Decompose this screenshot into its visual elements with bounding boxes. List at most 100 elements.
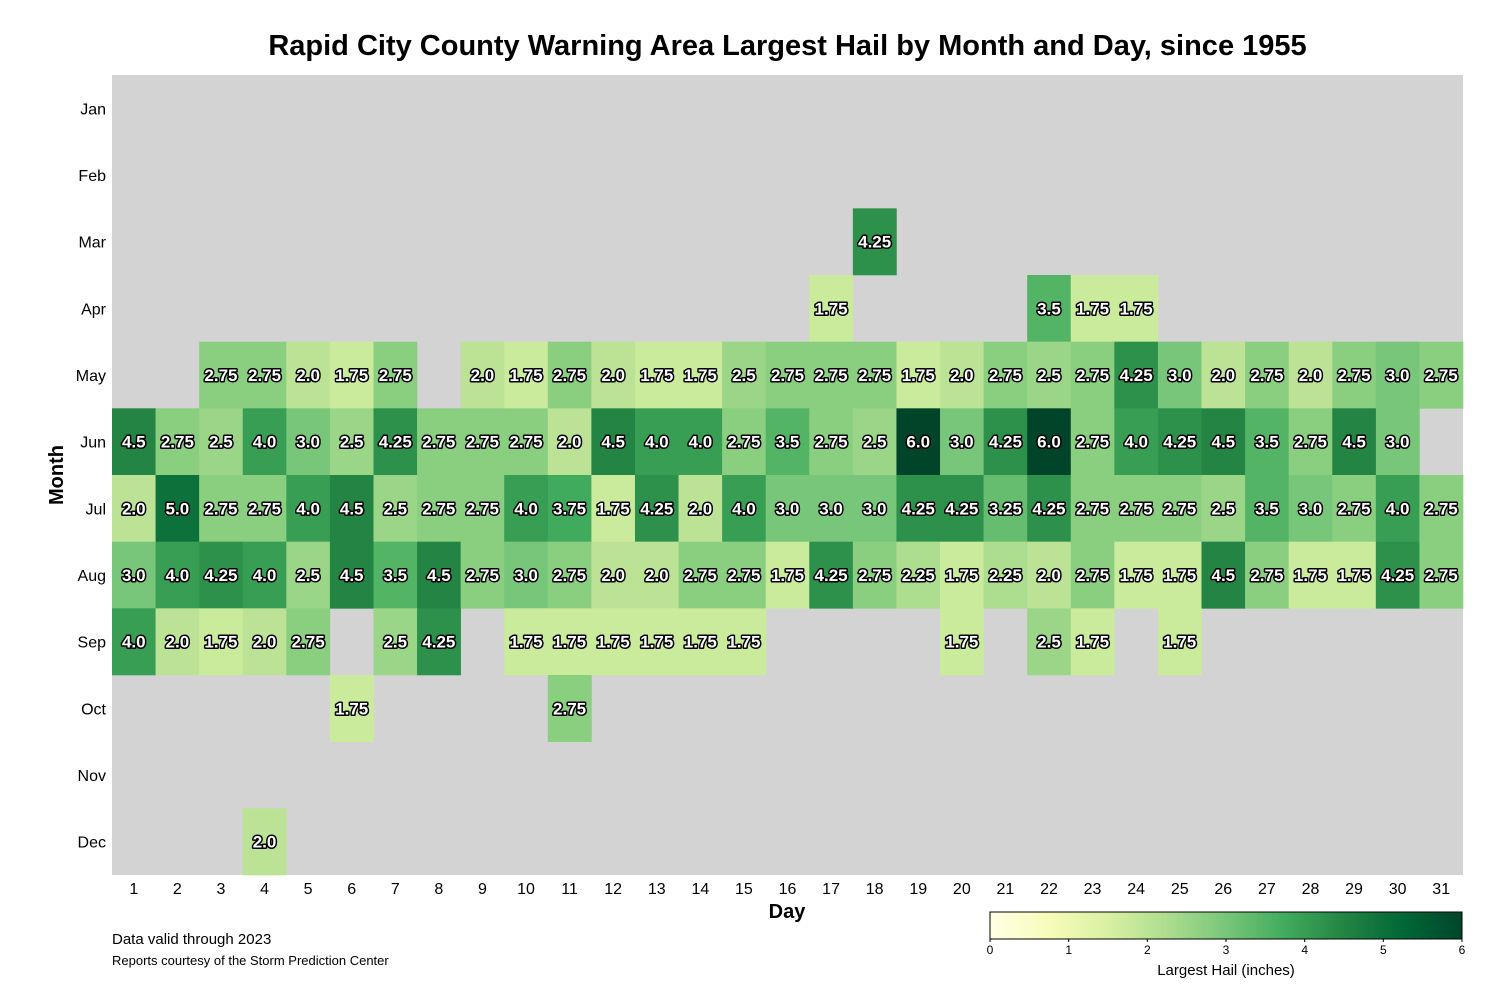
cell-value-label: 1.75	[1076, 299, 1109, 318]
y-tick-label: Oct	[81, 701, 106, 718]
heatmap-cell-jul-13	[634, 475, 679, 542]
heatmap-cell-jul-23	[1070, 475, 1115, 542]
cell-value-label: 4.25	[815, 566, 848, 585]
heatmap-cell-jun-29	[1332, 408, 1377, 476]
heatmap-cell-jul-28	[1288, 475, 1333, 542]
heatmap-cell-jun-2	[155, 408, 200, 476]
heatmap-cell-aug-21	[983, 541, 1028, 609]
heatmap-cell-jul-4	[242, 475, 287, 542]
heatmap-cell-may-22	[1027, 341, 1072, 409]
cell-value-label: 4.5	[122, 433, 146, 452]
y-tick-label: Jul	[86, 501, 106, 518]
heatmap-cell-jul-9	[460, 475, 505, 542]
heatmap-cell-may-24	[1114, 341, 1159, 409]
cell-value-label: 1.75	[335, 366, 368, 385]
x-tick-label: 24	[1127, 881, 1145, 898]
heatmap-cell-jul-22	[1027, 475, 1072, 542]
heatmap-cell-aug-8	[417, 541, 461, 609]
cell-value-label: 3.0	[819, 499, 843, 518]
heatmap-cell-jun-27	[1245, 408, 1289, 476]
heatmap-cell-sep-5	[286, 608, 331, 676]
cell-value-label: 2.0	[601, 566, 625, 585]
cell-value-label: 1.75	[509, 633, 542, 652]
cell-value-label: 1.75	[945, 633, 978, 652]
heatmap-cell-jun-18	[852, 408, 897, 476]
heatmap-cell-aug-15	[722, 541, 767, 609]
cell-value-label: 4.0	[296, 499, 320, 518]
cell-value-label: 2.75	[1076, 433, 1109, 452]
cell-value-label: 4.25	[204, 566, 237, 585]
colorbar-gradient	[989, 911, 1463, 940]
x-tick-label: 26	[1214, 881, 1232, 898]
cell-value-label: 1.75	[509, 366, 542, 385]
heatmap-cell-apr-17	[809, 275, 854, 342]
heatmap-cell-jun-9	[460, 408, 505, 476]
cell-value-label: 4.25	[640, 499, 673, 518]
heatmap-cell-jun-20	[940, 408, 984, 476]
cell-value-label: 4.25	[379, 433, 412, 452]
heatmap-cell-may-14	[678, 341, 723, 409]
cell-value-label: 2.75	[553, 699, 586, 718]
cell-value-label: 1.75	[945, 566, 978, 585]
colorbar-tick-label: 3	[1223, 943, 1230, 957]
heatmap-cell-aug-16	[765, 541, 810, 609]
cell-value-label: 2.75	[1425, 566, 1458, 585]
heatmap-cell-jul-15	[722, 475, 767, 542]
cell-value-label: 2.75	[727, 566, 760, 585]
heatmap-cell-aug-10	[504, 541, 549, 609]
cell-value-label: 6.0	[1037, 433, 1061, 452]
x-axis-ticks: 1 2 3 4 5 6 7 8 9 10 11 12 13 14 15 16 17 18 19 20 21 22 23 24 2…	[129, 881, 1450, 898]
heatmap-cell-sep-2	[155, 608, 200, 676]
cell-value-label: 1.75	[640, 633, 673, 652]
heatmap-cell-may-29	[1332, 341, 1377, 409]
heatmap-cell-jul-5	[286, 475, 331, 542]
cell-value-label: 2.75	[1425, 499, 1458, 518]
y-tick-label: May	[76, 368, 106, 385]
cell-value-label: 2.0	[253, 833, 277, 852]
x-tick-label: 21	[997, 881, 1015, 898]
y-tick-label: Aug	[78, 568, 106, 585]
heatmap-cell-aug-19	[896, 541, 941, 609]
heatmap-cell-jun-1	[112, 408, 156, 476]
cell-value-label: 2.75	[684, 566, 717, 585]
heatmap-cell-jul-12	[591, 475, 636, 542]
x-tick-label: 7	[391, 881, 400, 898]
cell-value-label: 4.25	[858, 233, 891, 252]
heatmap-cell-may-9	[460, 341, 505, 409]
heatmap-cell-may-3	[199, 341, 244, 409]
heatmap-cell-may-20	[940, 341, 984, 409]
heatmap-cell-aug-13	[634, 541, 679, 609]
cell-value-label: 2.75	[466, 566, 499, 585]
x-tick-label: 5	[304, 881, 313, 898]
heatmap-cell-aug-22	[1027, 541, 1072, 609]
cell-value-label: 2.75	[553, 566, 586, 585]
heatmap-cell-may-25	[1157, 341, 1202, 409]
heatmap-cell-jul-11	[547, 475, 592, 542]
heatmap-cell-may-4	[242, 341, 287, 409]
heatmap-cell-jul-6	[329, 475, 374, 542]
cell-value-label: 1.75	[1120, 299, 1153, 318]
heatmap-cell-jun-13	[634, 408, 679, 476]
heatmap-cell-mar-18	[852, 208, 897, 276]
x-tick-label: 25	[1171, 881, 1189, 898]
heatmap-cell-may-7	[373, 341, 418, 409]
colorbar-label: Largest Hail (inches)	[1157, 962, 1295, 979]
cell-value-label: 2.0	[166, 633, 190, 652]
cell-value-label: 3.0	[950, 433, 974, 452]
cell-value-label: 2.75	[1425, 366, 1458, 385]
cell-value-label: 3.0	[514, 566, 538, 585]
cell-value-label: 2.75	[248, 499, 281, 518]
heatmap-cell-sep-20	[940, 608, 984, 676]
heatmap-cell-aug-6	[329, 541, 374, 609]
cell-value-label: 2.5	[1037, 633, 1061, 652]
cell-value-label: 3.0	[296, 433, 320, 452]
heatmap-cell-may-23	[1070, 341, 1115, 409]
heatmap-cell-sep-7	[373, 608, 418, 676]
heatmap-cell-aug-3	[199, 541, 244, 609]
cell-value-label: 2.75	[727, 433, 760, 452]
heatmap-cell-jun-17	[809, 408, 854, 476]
heatmap-cell-may-31	[1419, 341, 1464, 409]
heatmap-cell-jul-29	[1332, 475, 1377, 542]
cell-value-label: 2.25	[989, 566, 1022, 585]
cell-value-label: 4.5	[340, 499, 364, 518]
